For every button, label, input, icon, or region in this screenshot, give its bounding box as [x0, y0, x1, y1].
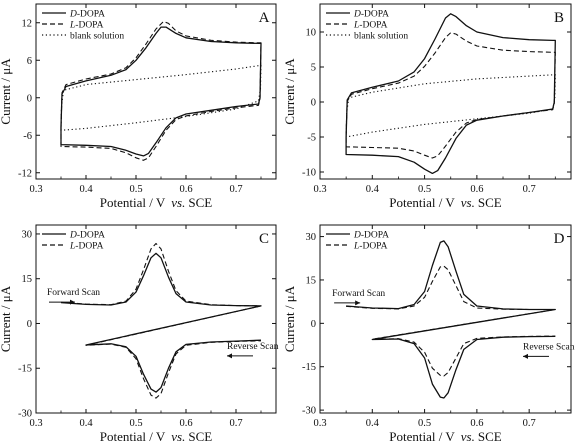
series-line-d-solid [345, 13, 556, 175]
arrowhead-icon [523, 353, 529, 359]
x-tick-label: 0.5 [129, 418, 142, 429]
x-tick-label: 0.7 [229, 418, 242, 429]
x-tick-label: 0.6 [179, 418, 192, 429]
series-line-d-solid [60, 26, 262, 157]
x-tick-label: 0.7 [523, 418, 536, 429]
x-tick-label: 0.5 [418, 184, 431, 195]
panel-b: 0.3 0.4 0.5 0.6 0.7 -10 -5 0 5 10 Potential / V vs… [282, 3, 572, 210]
y-tick-label: 0 [311, 319, 316, 330]
legend-label: D-DOPA [69, 9, 105, 19]
series-line-blank-dotted [345, 74, 556, 138]
arrowhead-icon [355, 300, 361, 306]
y-tick-label: 15 [306, 275, 317, 286]
y-tick-label: -12 [18, 168, 32, 179]
y-tick-label: 30 [22, 229, 33, 240]
x-tick-label: 0.4 [366, 418, 380, 429]
x-axis-label: Potential / V vs. SCE [389, 195, 501, 210]
series-line-l-dashed [346, 265, 556, 377]
y-tick-label: 15 [22, 274, 33, 285]
x-tick-label: 0.3 [313, 418, 326, 429]
x-axis-label: Potential / V vs. SCE [100, 195, 212, 210]
y-axis-label: Current / μA [0, 58, 13, 125]
x-tick-label: 0.3 [29, 418, 42, 429]
y-tick-label: -15 [18, 364, 32, 375]
legend-label: L-DOPA [353, 241, 388, 251]
plot-frame [319, 3, 572, 180]
y-tick-label: 5 [311, 63, 316, 74]
legend-label: D-DOPA [353, 230, 389, 240]
series-line-d-solid [346, 240, 556, 399]
x-tick-label: 0.7 [523, 184, 536, 195]
legend-label: L-DOPA [69, 20, 104, 30]
legend-label: blank solution [354, 31, 408, 41]
y-tick-label: -30 [302, 406, 316, 417]
y-tick-label: -15 [302, 362, 316, 373]
x-tick-label: 0.3 [313, 184, 326, 195]
y-tick-label: 6 [27, 56, 32, 67]
x-axis-label: Potential / V vs. SCE [100, 429, 212, 443]
y-tick-label: 0 [311, 98, 316, 109]
x-tick-label: 0.7 [229, 184, 242, 195]
y-axis-label: Current / μA [0, 285, 13, 352]
annotation-forward-scan: Forward Scan [332, 289, 385, 299]
x-tick-label: 0.5 [418, 418, 431, 429]
y-tick-label: -10 [302, 168, 316, 179]
panel-letter: B [554, 10, 564, 26]
panel-letter: A [259, 10, 270, 26]
plot-frame [35, 3, 277, 180]
x-tick-label: 0.6 [470, 418, 483, 429]
series-line-blank-dotted [60, 64, 262, 131]
y-tick-label: -5 [307, 133, 316, 144]
legend-label: D-DOPA [69, 230, 105, 240]
annotation-reverse-scan: Reverse Scan [227, 342, 279, 352]
plot-frame [35, 224, 277, 414]
y-tick-label: 0 [27, 319, 32, 330]
x-tick-label: 0.4 [79, 184, 93, 195]
legend-label: D-DOPA [353, 9, 389, 19]
arrowhead-icon [227, 353, 232, 359]
series-line-d-solid [60, 252, 262, 393]
series-line-l-dashed [60, 242, 262, 399]
y-tick-label: 10 [306, 28, 317, 39]
panel-letter: C [259, 231, 269, 247]
series-line-l-dashed [345, 32, 556, 159]
y-tick-label: -30 [18, 409, 32, 420]
x-tick-label: 0.3 [29, 184, 42, 195]
x-tick-label: 0.6 [179, 184, 192, 195]
annotation-reverse-scan: Reverse Scan [523, 342, 575, 352]
legend-label: L-DOPA [353, 20, 388, 30]
series-line-l-dashed [60, 20, 262, 161]
x-tick-label: 0.4 [79, 418, 93, 429]
y-tick-label: 12 [22, 18, 33, 29]
panel-c: 0.3 0.4 0.5 0.6 0.7 -30 -15 0 15 30 Potential / V … [0, 224, 279, 443]
y-tick-label: -6 [23, 131, 32, 142]
y-tick-label: 0 [27, 93, 32, 104]
plot-frame [319, 224, 572, 414]
y-tick-label: 30 [306, 232, 317, 243]
panel-a: 0.3 0.4 0.5 0.6 0.7 -12 -6 0 6 12 Potential / V vs… [0, 3, 277, 210]
legend-label: blank solution [70, 31, 124, 41]
y-axis-label: Current / μA [282, 58, 297, 125]
legend-label: L-DOPA [69, 241, 104, 251]
y-axis-label: Current / μA [282, 285, 297, 352]
panel-d: 0.3 0.4 0.5 0.6 0.7 -30 -15 0 15 30 Potential / V … [282, 224, 575, 443]
annotation-forward-scan: Forward Scan [47, 288, 100, 298]
x-tick-label: 0.6 [470, 184, 483, 195]
x-axis-label: Potential / V vs. SCE [389, 429, 501, 443]
arrowhead-icon [70, 299, 75, 305]
panel-letter: D [554, 231, 565, 247]
x-tick-label: 0.4 [366, 184, 380, 195]
x-tick-label: 0.5 [129, 184, 142, 195]
